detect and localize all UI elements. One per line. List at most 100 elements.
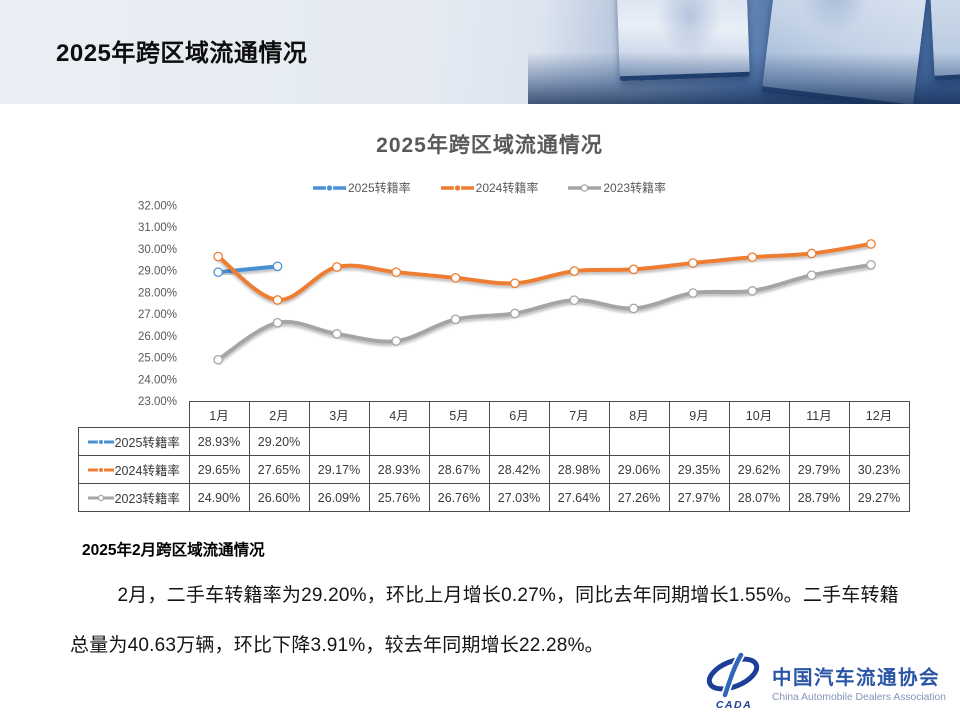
emblem-swoosh: [722, 652, 744, 698]
table-month-header: 10月: [728, 401, 790, 428]
analysis-paragraph: 2月，二手车转籍率为29.20%，环比上月增长0.27%，同比去年同期增长1.5…: [70, 585, 899, 656]
y-axis-tick-label: 25.00%: [138, 353, 177, 365]
table-value-cell: 25.76%: [368, 483, 430, 512]
table-value-cell: 28.67%: [428, 455, 490, 484]
logo-name-en: China Automobile Dealers Association: [771, 692, 946, 703]
data-point-marker: [688, 288, 698, 298]
y-axis-tick-label: 28.00%: [138, 287, 177, 299]
table-value-cell: 27.26%: [608, 483, 670, 512]
table-month-header: 1月: [188, 401, 250, 428]
table-value-cell: 29.35%: [668, 455, 730, 484]
table-month-header: 5月: [428, 401, 490, 428]
page-title: 2025年跨区域流通情况: [56, 40, 308, 67]
data-point-marker: [688, 258, 698, 268]
table-month-header: 4月: [368, 401, 430, 428]
data-point-marker: [510, 278, 520, 289]
table-value-cell: 29.06%: [608, 455, 670, 484]
data-point-marker: [450, 272, 461, 283]
table-value-cell: [668, 427, 730, 456]
series-key-icon: [440, 183, 474, 192]
table-month-header: 8月: [608, 401, 670, 428]
table-value-cell: 27.65%: [248, 455, 310, 484]
data-point-marker: [272, 295, 283, 305]
cada-logo-emblem: CADA: [706, 652, 760, 711]
series-name: 2023转籍率: [114, 492, 180, 506]
table-value-cell: [368, 427, 430, 456]
table-series-header: 2023转籍率: [78, 483, 190, 512]
data-point-marker: [569, 266, 580, 276]
y-axis-tick-label: 27.00%: [138, 309, 177, 321]
data-point-marker: [806, 248, 817, 259]
table-value-cell: 29.62%: [728, 455, 790, 484]
table-value-cell: [848, 427, 910, 456]
series-2023转籍率: [213, 259, 876, 365]
legend-label: 2023转籍率: [603, 181, 667, 195]
table-value-cell: 27.97%: [668, 483, 730, 512]
y-axis-tick-label: 32.00%: [138, 201, 177, 213]
table-value-cell: [608, 427, 670, 456]
logo-text-block: 中国汽车流通协会 China Automobile Dealers Associ…: [772, 661, 946, 703]
table-value-cell: 27.64%: [548, 483, 610, 512]
table-month-header: 9月: [668, 401, 730, 428]
table-month-header: 2月: [248, 401, 310, 428]
table-value-cell: 26.76%: [428, 483, 490, 512]
legend-item: 2025转籍率: [312, 179, 411, 196]
table-row: 2024转籍率 29.65% 27.65% 29.17% 28.93% 28.67% 28.…: [78, 455, 910, 484]
table-value-cell: 28.42%: [488, 455, 550, 484]
series-key: 2024转籍率: [79, 460, 188, 479]
table-value-cell: 29.79%: [788, 455, 850, 484]
table-value-cell: 27.03%: [488, 483, 550, 512]
table-value-cell: 30.23%: [848, 455, 910, 484]
table-value-cell: [728, 427, 790, 456]
y-axis-tick-label: 29.00%: [138, 266, 177, 278]
chart-title: 2025年跨区域流通情况: [376, 134, 603, 157]
table-value-cell: 28.93%: [368, 455, 430, 484]
series-key-icon: [568, 183, 602, 192]
y-axis-tick-label: 24.00%: [138, 374, 177, 386]
series-key-icon: [87, 466, 114, 473]
series-key: 2025转籍率: [79, 432, 188, 451]
table-value-cell: 28.93%: [188, 427, 250, 456]
data-point-marker: [332, 262, 342, 272]
series-2024转籍率: [213, 239, 876, 305]
table-month-header: 3月: [308, 401, 370, 428]
data-point-marker: [272, 317, 283, 328]
y-axis-tick-label: 31.00%: [138, 222, 177, 234]
series-key: 2023转籍率: [79, 488, 188, 507]
data-table: 1月 2月 3月 4月 5月 6月 7月 8月 9月 10月 11月 12月 2025转籍率 28.93…: [78, 401, 910, 512]
data-point-marker: [213, 267, 224, 278]
series-line: [216, 264, 280, 275]
section-heading: 2025年2月跨区域流通情况: [82, 542, 265, 559]
y-axis-tick-label: 26.00%: [138, 331, 177, 343]
legend-item: 2024转籍率: [440, 179, 539, 196]
legend-item: 2023转籍率: [568, 179, 666, 196]
series-line: [216, 241, 874, 302]
data-point-marker: [272, 261, 283, 272]
table-row: 2025转籍率 28.93% 29.20%: [78, 427, 910, 456]
chart-legend: 2025转籍率 2024转籍率 2023转籍率: [78, 179, 901, 196]
chart-plot: 32.00% 31.00% 30.00% 29.00% 28.00% 27.00% 26.0…: [138, 201, 876, 408]
table-row: 2023转籍率 24.90% 26.60% 26.09% 25.76% 26.76% 27.…: [78, 483, 910, 512]
series-key-icon: [87, 494, 114, 501]
table-series-header: 2024转籍率: [78, 455, 190, 484]
data-point-marker: [866, 239, 876, 249]
data-point-marker: [628, 264, 639, 275]
slide-header: 2025年跨区域流通情况: [0, 0, 960, 104]
table-value-cell: 26.09%: [308, 483, 370, 512]
table-month-header: 7月: [548, 401, 610, 428]
header-floor-shading: [528, 52, 960, 104]
legend-label: 2024转籍率: [475, 181, 539, 195]
data-point-marker: [569, 295, 580, 306]
table-value-cell: 24.90%: [188, 483, 250, 512]
series-2025转籍率: [213, 261, 283, 278]
table-value-cell: [308, 427, 370, 456]
table-value-cell: [428, 427, 490, 456]
data-point-marker: [628, 303, 639, 314]
table-value-cell: [788, 427, 850, 456]
legend-label: 2025转籍率: [347, 181, 411, 195]
series-name: 2025转籍率: [114, 436, 180, 450]
table-month-header: 6月: [488, 401, 550, 428]
table-value-cell: [488, 427, 550, 456]
y-axis-tick-label: 30.00%: [138, 244, 177, 256]
